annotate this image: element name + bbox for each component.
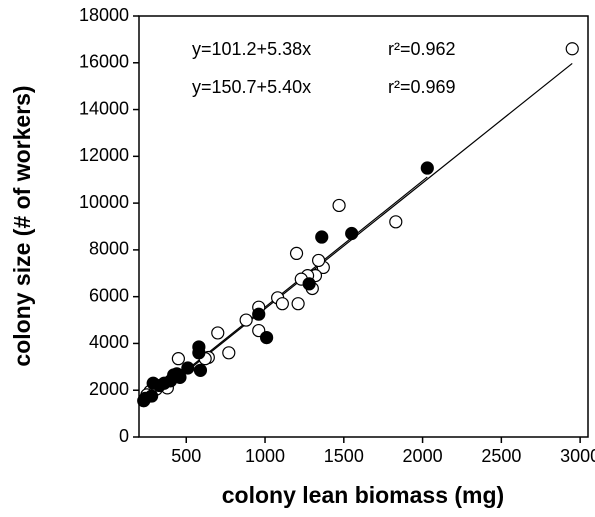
y-tick-label: 4000: [89, 332, 129, 352]
point: [565, 42, 579, 56]
point: [302, 277, 316, 291]
point: [345, 226, 359, 241]
point: [211, 326, 225, 340]
y-tick-label: 10000: [79, 192, 129, 212]
fit-r2: r²=0.962: [388, 39, 456, 59]
fit-r2: r²=0.969: [388, 77, 456, 97]
point: [181, 361, 195, 375]
fit-line: [146, 62, 573, 404]
point: [260, 330, 274, 345]
fit-equation: y=150.7+5.40x: [192, 77, 311, 97]
x-tick-label: 2500: [481, 446, 521, 466]
y-tick-label: 6000: [89, 285, 129, 305]
y-tick-label: 8000: [89, 239, 129, 259]
point: [171, 352, 185, 366]
point: [420, 161, 434, 175]
point: [193, 363, 208, 377]
fit-equation: y=101.2+5.38x: [192, 39, 311, 59]
y-tick-label: 12000: [79, 145, 129, 165]
point: [192, 346, 206, 360]
point: [252, 307, 266, 321]
x-tick-label: 1000: [245, 446, 285, 466]
point: [239, 313, 253, 327]
y-tick-label: 18000: [79, 5, 129, 25]
point: [146, 376, 160, 390]
point: [312, 253, 326, 268]
y-tick-label: 14000: [79, 98, 129, 118]
y-axis-title: colony size (# of workers): [9, 85, 35, 366]
x-tick-label: 3000: [560, 446, 595, 466]
point: [275, 297, 289, 311]
point: [332, 198, 346, 213]
point: [137, 394, 151, 408]
x-tick-label: 2000: [403, 446, 443, 466]
point: [222, 346, 236, 360]
x-tick-label: 1500: [324, 446, 364, 466]
point: [315, 230, 329, 244]
x-axis-title: colony lean biomass (mg): [222, 482, 504, 508]
x-tick-label: 500: [171, 446, 201, 466]
point: [289, 246, 304, 260]
y-tick-label: 2000: [89, 379, 129, 399]
plot-frame: [138, 15, 589, 438]
y-tick-label: 16000: [79, 52, 129, 72]
point: [389, 215, 403, 229]
point: [291, 297, 305, 311]
y-tick-label: 0: [119, 426, 129, 446]
